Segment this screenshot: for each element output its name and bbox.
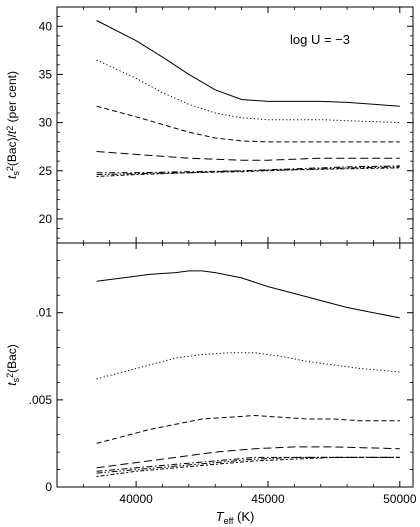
y-axis-label: ts2(Bac)/t2 (per cent): [5, 71, 21, 179]
y-tick-label: 35: [39, 67, 53, 81]
y-tick-label: 30: [39, 116, 53, 130]
axis-label-part: (per cent): [5, 71, 19, 126]
axis-label-part: s: [11, 377, 21, 382]
axis-label-part: T: [216, 509, 225, 524]
series-line-5: [96, 165, 400, 174]
x-axis-label: Teff (K): [216, 509, 255, 526]
series-line-1: [96, 20, 400, 107]
series-line-6: [96, 456, 400, 474]
y-tick-label: 20: [39, 212, 53, 226]
series-line-7: [96, 167, 400, 177]
series-line-2: [96, 59, 400, 124]
y-tick-label: .01: [35, 306, 52, 320]
axis-label-part: s: [11, 171, 21, 176]
series-line-6: [96, 166, 400, 176]
series-line-7: [96, 456, 400, 477]
y-tick-label: 40: [39, 19, 53, 33]
y-axis-label: ts2(Bac): [5, 344, 21, 386]
axis-label-part: 2: [5, 166, 15, 171]
axis-label-part: 2: [5, 126, 15, 131]
bottom-panel: 0 .005 .01 40000 45000 50000 ts2(Bac) Teff (K): [5, 242, 417, 526]
plot-frame: [56, 6, 414, 244]
axis-label-part: 2: [5, 373, 15, 378]
annotation-log-u: log U = −3: [290, 32, 350, 47]
series-line-4: [96, 151, 400, 161]
series-line-1: [96, 270, 400, 319]
series-line-5: [96, 456, 400, 472]
series-line-2: [96, 352, 400, 380]
y-tick-label: 25: [39, 164, 53, 178]
x-tick-label: 50000: [383, 492, 417, 506]
x-tick-label: 40000: [119, 492, 153, 506]
series-line-4: [96, 446, 400, 469]
axis-label-part: t: [5, 175, 19, 179]
y-tick-label: 0: [45, 480, 52, 494]
axis-label-part: (Bac)/: [5, 133, 19, 166]
axis-label-part: (Bac): [5, 344, 19, 373]
x-tick-label: 45000: [251, 492, 285, 506]
axis-label-part: eff: [224, 516, 234, 526]
axis-label-part: t: [5, 382, 19, 386]
series-line-3: [96, 415, 400, 444]
y-tick-label: .005: [29, 393, 53, 407]
axis-label-part: (K): [233, 509, 254, 524]
axis-label-part: t: [5, 130, 19, 134]
series-line-3: [96, 105, 400, 143]
